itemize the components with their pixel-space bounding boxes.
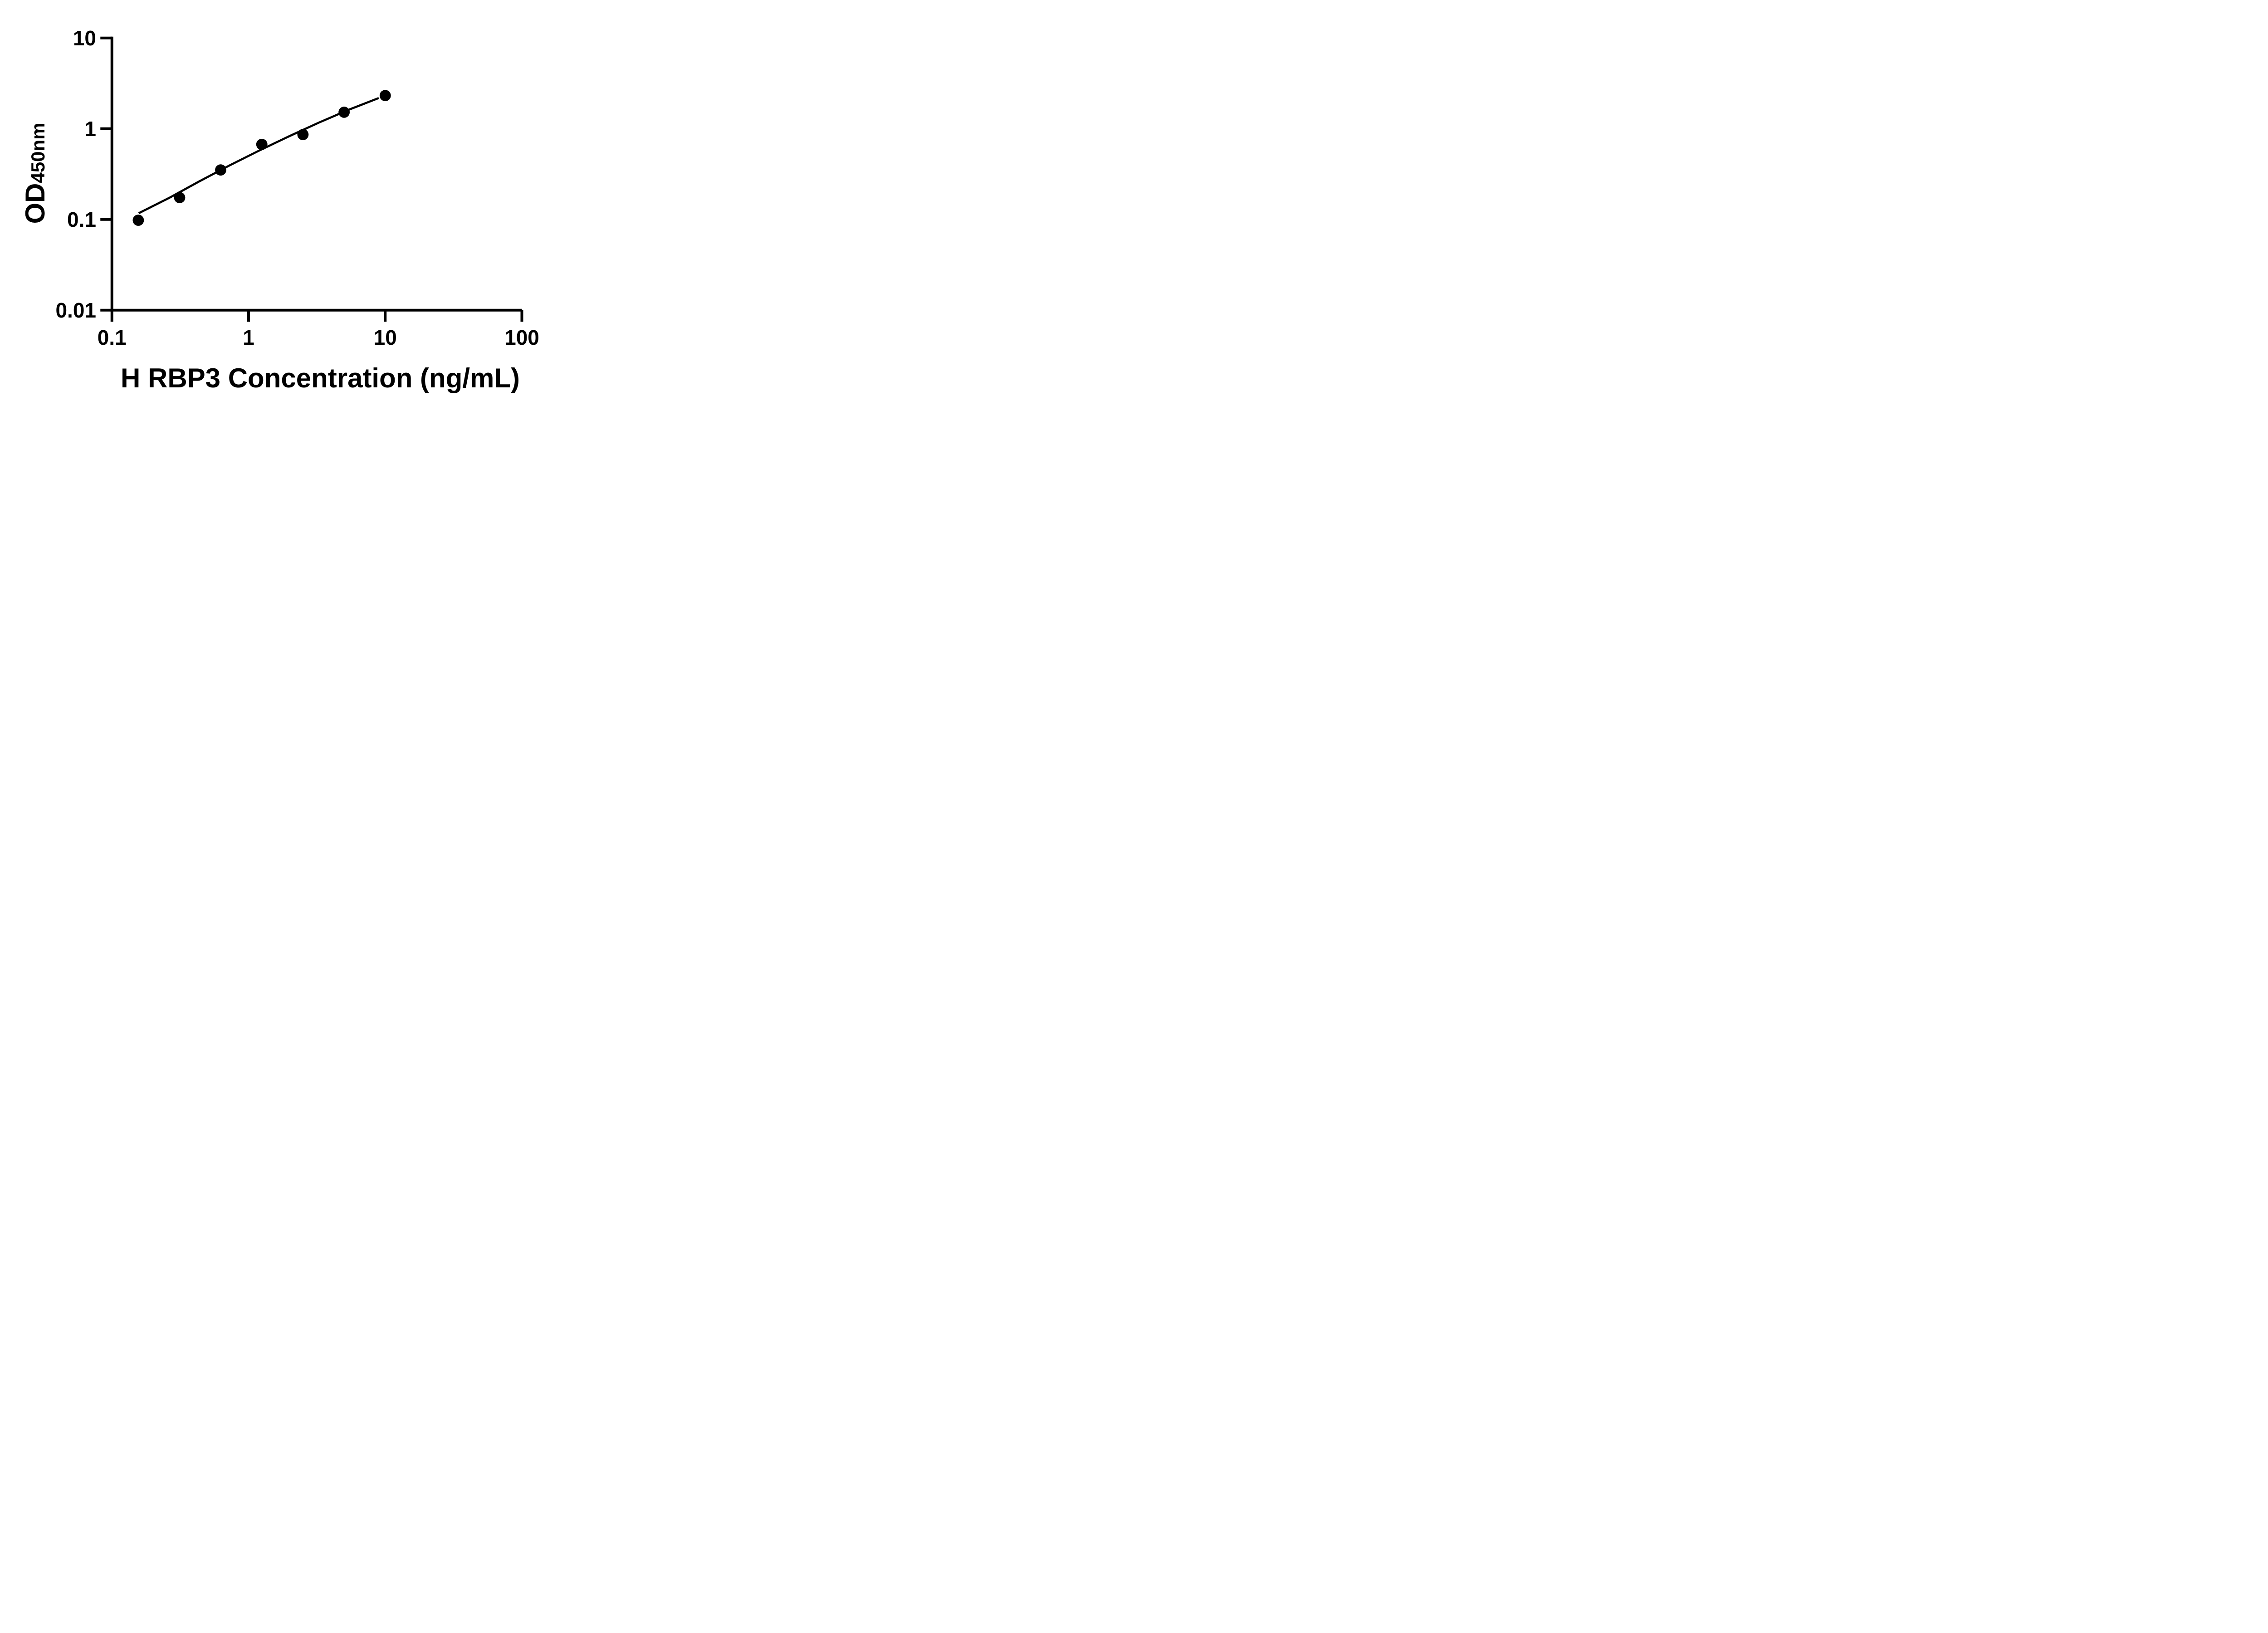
data-point (132, 215, 144, 226)
x-axis-title: H RBP3 Concentration (ng/mL) (121, 363, 520, 393)
x-tick-label: 0.1 (97, 326, 127, 349)
data-point (379, 90, 391, 102)
plot-area (100, 36, 523, 322)
y-tick-label: 10 (73, 26, 96, 50)
data-point (174, 192, 186, 203)
figure: 0.01 0.1 1 10 0.1 1 10 100 OD450nm H RBP3 Conc… (0, 0, 583, 408)
data-point (297, 129, 309, 141)
data-point (338, 107, 350, 118)
y-tick-label: 0.01 (55, 298, 96, 322)
data-point (215, 164, 226, 176)
y-axis-title-main: OD (20, 183, 50, 224)
x-tick-label: 100 (504, 326, 539, 349)
x-tick-label: 1 (243, 326, 254, 349)
y-tick-label: 1 (84, 117, 96, 141)
y-tick-label: 0.1 (67, 207, 96, 231)
x-tick-label: 10 (373, 326, 397, 349)
data-point (256, 138, 268, 150)
y-axis-title: OD450nm (20, 122, 50, 224)
y-axis-title-subscript: 450nm (27, 122, 49, 183)
